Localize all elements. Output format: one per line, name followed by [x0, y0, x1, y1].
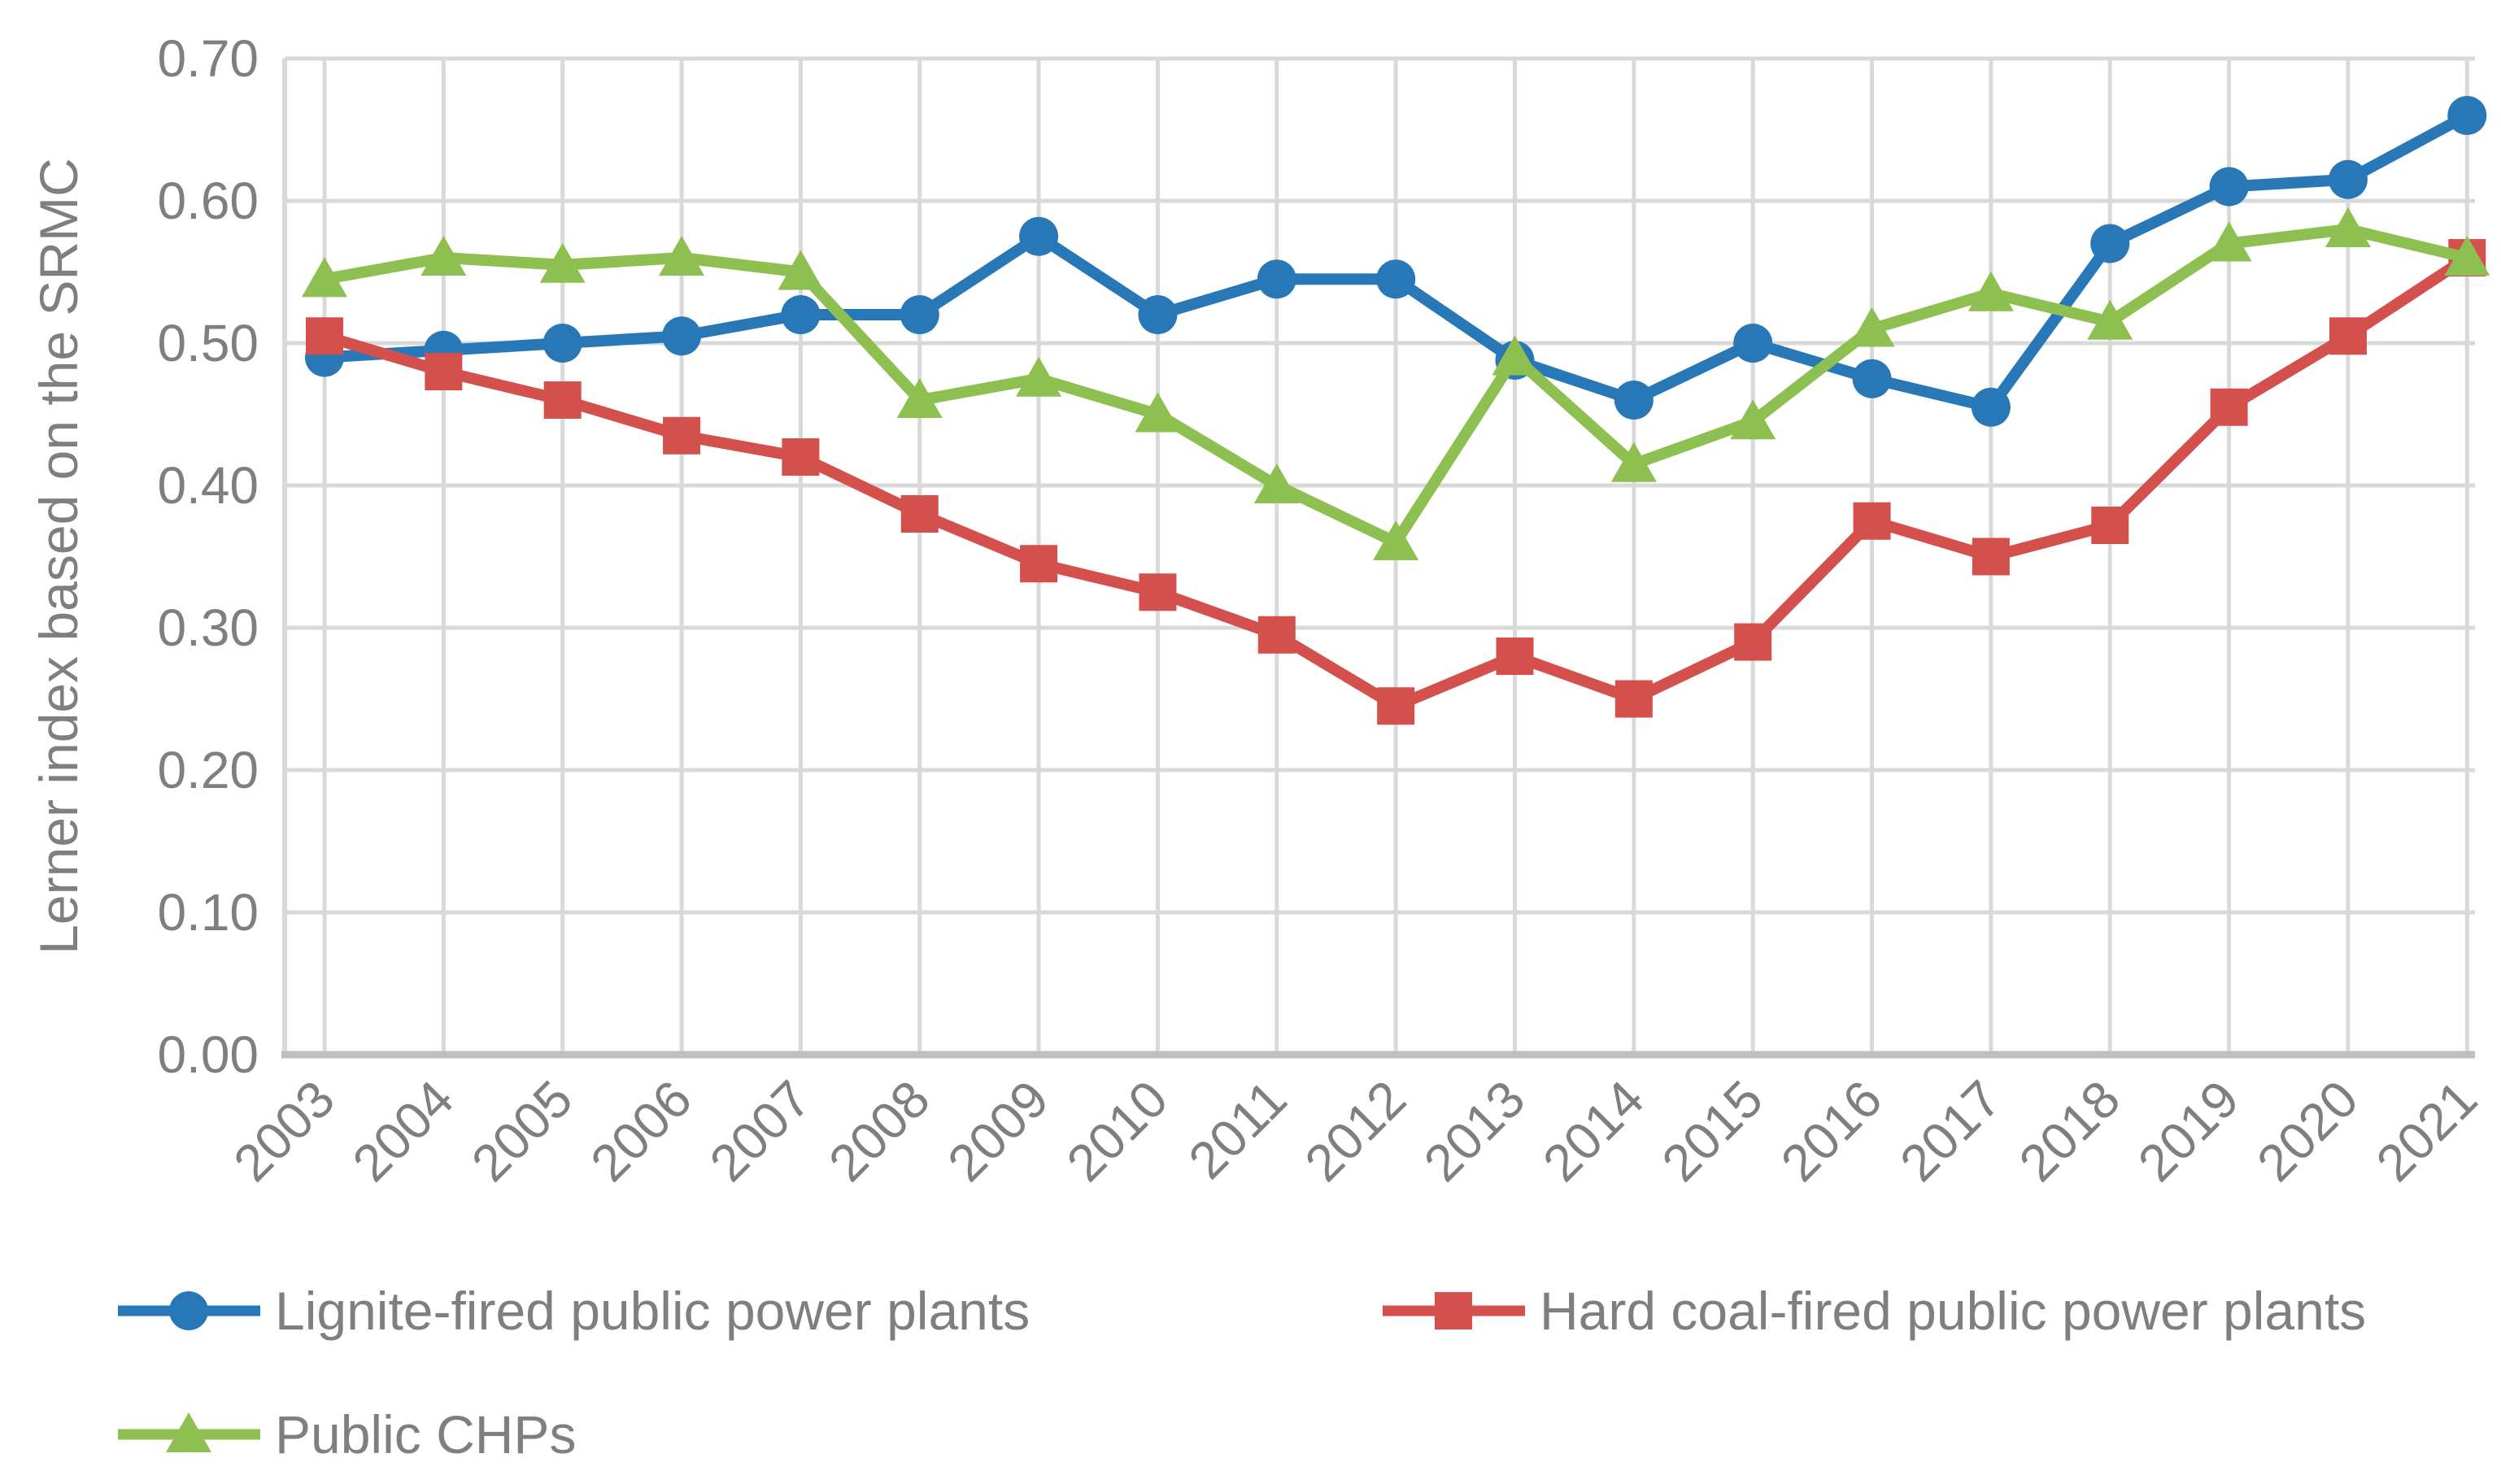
y-axis-title: Lerner index based on the SRMC	[28, 158, 89, 955]
legend-label: Public CHPs	[275, 1404, 576, 1464]
x-tick-label: 2006	[579, 1069, 703, 1193]
data-point-marker-square	[543, 381, 582, 419]
data-point-marker-triangle	[2325, 207, 2371, 247]
data-point-marker-square	[2091, 507, 2129, 544]
data-point-marker-triangle	[166, 1412, 211, 1452]
data-point-marker-circle	[2447, 96, 2487, 135]
y-tick-label: 0.00	[157, 1025, 259, 1084]
data-point-marker-circle	[1376, 259, 1416, 299]
data-point-marker-square	[1734, 623, 1772, 661]
data-point-marker-triangle	[1967, 271, 2014, 311]
data-point-marker-square	[1435, 1292, 1472, 1330]
x-tick-label: 2021	[2365, 1069, 2489, 1193]
x-tick-label: 2020	[2246, 1069, 2369, 1193]
data-point-marker-square	[1139, 573, 1177, 611]
data-point-marker-circle	[1614, 381, 1654, 420]
data-point-marker-triangle	[2206, 221, 2252, 262]
data-point-marker-triangle	[1016, 356, 1062, 397]
data-point-marker-square	[1377, 687, 1415, 725]
data-point-marker-square	[663, 416, 701, 455]
data-point-marker-square	[2329, 317, 2367, 355]
x-tick-label: 2003	[222, 1069, 346, 1193]
data-point-marker-circle	[1257, 259, 1296, 299]
data-point-marker-circle	[542, 324, 582, 363]
y-tick-label: 0.20	[157, 741, 259, 799]
data-point-marker-square	[2210, 388, 2248, 426]
data-point-marker-circle	[2090, 224, 2130, 263]
y-tick-label: 0.30	[157, 598, 259, 657]
legend-label: Hard coal-fired public power plants	[1540, 1281, 2366, 1341]
data-point-marker-triangle	[1492, 335, 1538, 376]
data-point-marker-square	[306, 317, 343, 355]
x-tick-label: 2010	[1056, 1069, 1179, 1193]
legend: Lignite-fired public power plants Hard co…	[118, 1281, 2366, 1464]
data-point-marker-triangle	[1610, 442, 1657, 482]
x-tick-label: 2015	[1651, 1069, 1775, 1193]
data-point-marker-square	[1257, 616, 1296, 654]
data-point-marker-triangle	[1135, 392, 1181, 433]
legend-item: Lignite-fired public power plants	[118, 1281, 1030, 1341]
y-tick-labels: 0.00 0.10 0.20 0.30 0.40 0.50 0.60 0.70	[157, 29, 259, 1084]
data-point-marker-circle	[1138, 295, 1178, 334]
x-tick-label: 2014	[1532, 1069, 1655, 1193]
data-point-marker-circle	[2328, 159, 2368, 199]
x-tick-label: 2019	[2127, 1069, 2250, 1193]
data-point-marker-square	[1020, 545, 1058, 583]
data-point-marker-triangle	[1730, 399, 1776, 440]
y-tick-label: 0.60	[157, 172, 259, 230]
x-tick-label: 2017	[1889, 1069, 2012, 1193]
data-point-marker-circle	[1971, 387, 2011, 427]
data-point-marker-circle	[1852, 359, 1892, 398]
data-point-marker-circle	[781, 295, 821, 334]
x-tick-label: 2018	[2008, 1069, 2132, 1193]
data-point-marker-triangle	[1253, 463, 1300, 503]
data-point-marker-square	[1496, 638, 1534, 675]
data-point-marker-triangle	[2087, 299, 2133, 340]
y-tick-label: 0.50	[157, 314, 259, 372]
data-point-marker-circle	[1733, 324, 1773, 363]
data-point-marker-triangle	[302, 257, 347, 298]
data-point-marker-triangle	[539, 242, 586, 283]
data-point-marker-triangle	[1373, 520, 1419, 560]
data-point-marker-square	[900, 495, 939, 533]
y-tick-label: 0.70	[157, 29, 259, 88]
data-point-marker-square	[782, 438, 820, 476]
legend-item: Public CHPs	[118, 1404, 576, 1464]
x-tick-label: 2012	[1293, 1069, 1417, 1193]
series-lines	[302, 96, 2490, 725]
data-point-marker-circle	[662, 316, 702, 356]
x-tick-label: 2016	[1770, 1069, 1893, 1193]
y-tick-label: 0.40	[157, 456, 259, 515]
data-point-marker-triangle	[420, 236, 467, 276]
series-square	[306, 239, 2486, 725]
x-tick-label: 2008	[817, 1069, 941, 1193]
legend-item: Hard coal-fired public power plants	[1383, 1281, 2366, 1341]
x-tick-label: 2004	[342, 1069, 465, 1193]
data-point-marker-square	[1972, 537, 2010, 576]
legend-label: Lignite-fired public power plants	[275, 1281, 1030, 1341]
x-tick-label: 2009	[936, 1069, 1060, 1193]
data-point-marker-triangle	[1849, 307, 1895, 347]
data-point-marker-circle	[1019, 216, 1059, 256]
data-point-marker-triangle	[659, 236, 705, 276]
x-tick-label: 2011	[1177, 1069, 1297, 1190]
data-point-marker-square	[425, 353, 463, 390]
data-point-marker-square	[1614, 680, 1653, 718]
x-tick-label: 2007	[699, 1069, 822, 1193]
data-point-marker-square	[1853, 502, 1891, 540]
series-triangle	[302, 207, 2490, 560]
data-point-marker-circle	[900, 295, 939, 334]
data-point-marker-circle	[169, 1291, 208, 1330]
data-point-marker-triangle	[896, 378, 943, 418]
y-tick-label: 0.10	[157, 883, 259, 942]
x-tick-label: 2013	[1413, 1069, 1536, 1193]
x-tick-labels: 2003200420052006200720082009201020112012…	[222, 1069, 2488, 1193]
data-point-marker-triangle	[2444, 236, 2490, 276]
data-point-marker-circle	[2209, 167, 2249, 207]
x-tick-label: 2005	[460, 1069, 584, 1193]
data-point-marker-triangle	[778, 250, 824, 290]
